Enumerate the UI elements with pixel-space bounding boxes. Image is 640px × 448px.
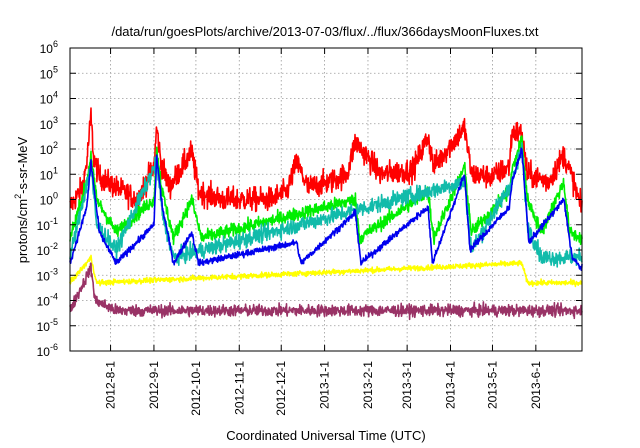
y-tick-exponent: -1 [50,216,58,226]
y-tick-label: 100 [40,191,58,208]
x-tick-label: 2012-10-1 [189,361,203,416]
y-tick-exponent: 1 [53,165,58,175]
y-tick-base: 10 [40,143,54,157]
flux-series-line [69,142,583,268]
y-tick-label: 101 [40,165,58,182]
y-tick-exponent: -5 [50,317,58,327]
y-tick-exponent: 2 [53,140,58,150]
x-tick-label: 2012-12-1 [274,361,288,416]
y-tick-exponent: -2 [50,241,58,251]
y-tick-label: 10-4 [37,292,58,309]
flux-series-line [69,147,583,271]
y-tick-base: 10 [40,67,54,81]
y-tick-exponent: 3 [53,115,58,125]
x-tick-label: 2013-5-1 [485,361,499,409]
y-tick-exponent: -4 [50,292,58,302]
y-tick-label: 10-5 [37,317,58,334]
grid-lines [70,48,582,351]
y-tick-base: 10 [37,295,51,309]
y-tick-base: 10 [37,244,51,258]
y-tick-exponent: 5 [53,64,58,74]
axis-ticks [70,47,582,352]
y-tick-base: 10 [40,194,54,208]
x-tick-label: 2012-9-1 [147,361,161,409]
y-tick-label: 104 [40,90,58,107]
x-tick-label: 2013-3-1 [400,361,414,409]
y-tick-base: 10 [40,118,54,132]
flux-series-line [69,262,583,321]
x-tick-label: 2013-2-1 [361,361,375,409]
y-tick-exponent: -3 [50,266,58,276]
y-tick-exponent: 0 [53,191,58,201]
y-tick-base: 10 [37,219,51,233]
y-tick-base: 10 [40,93,54,107]
y-tick-label: 106 [40,39,58,56]
x-tick-label: 2013-1-1 [318,361,332,409]
x-tick-label: 2013-6-1 [529,361,543,409]
y-tick-exponent: -6 [50,342,58,352]
flux-series-line [69,254,583,288]
y-tick-label: 10-3 [37,266,58,283]
series-layer [69,107,583,321]
y-tick-label: 103 [40,115,58,132]
y-tick-label: 10-2 [37,241,58,258]
y-tick-base: 10 [37,345,51,359]
chart-title: /data/run/goesPlots/archive/2013-07-03/f… [111,24,538,39]
y-tick-base: 10 [40,168,54,182]
y-tick-base: 10 [40,42,54,56]
flux-series-line [69,107,583,213]
x-tick-label: 2012-11-1 [232,361,246,415]
y-tick-base: 10 [37,320,51,334]
x-axis-label: Coordinated Universal Time (UTC) [226,428,425,443]
y-tick-base: 10 [37,269,51,283]
y-axis-label: protons/cm2-s-sr-MeV [13,136,30,263]
y-tick-exponent: 6 [53,39,58,49]
x-tick-label: 2012-8-1 [104,361,118,409]
y-tick-exponent: 4 [53,90,58,100]
x-tick-labels: 2012-8-1 2012-9-1 2012-10-1 2012-11-1 2012-1… [104,361,543,416]
x-tick-label: 2013-4-1 [444,361,458,409]
y-tick-label: 105 [40,64,58,81]
y-tick-label: 10-6 [37,342,58,359]
y-tick-labels: 10-610-510-410-310-210-11001011021031041… [37,39,58,359]
y-tick-label: 102 [40,140,58,157]
y-tick-label: 10-1 [37,216,58,233]
